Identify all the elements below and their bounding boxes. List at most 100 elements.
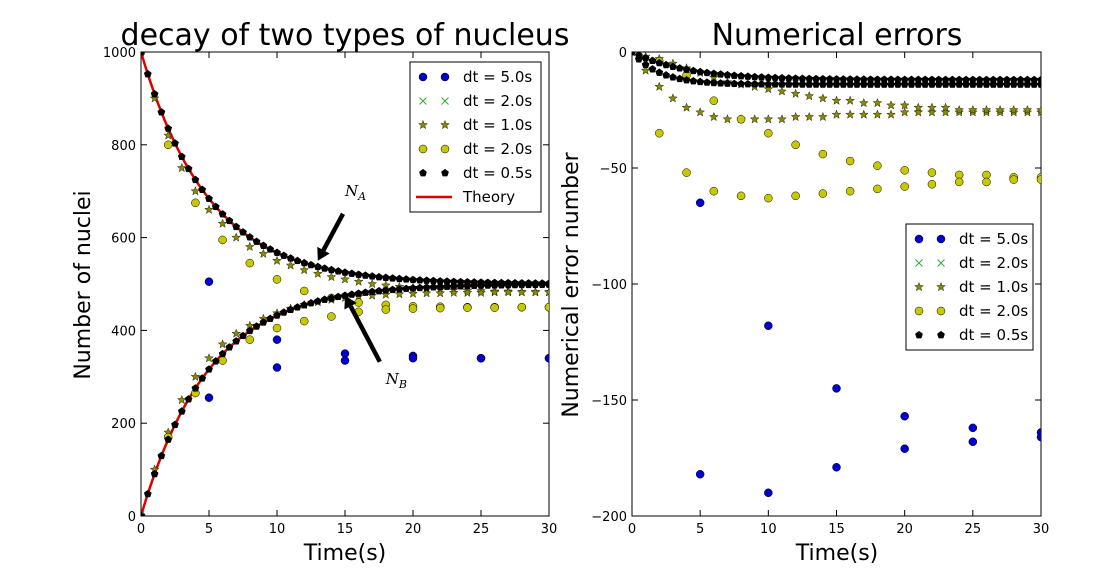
- data-point: [900, 182, 909, 191]
- data-point: [435, 303, 445, 313]
- data-point: [634, 55, 643, 63]
- data-point: [771, 80, 780, 88]
- data-point: [709, 78, 718, 87]
- data-point: [408, 304, 418, 313]
- data-point: [954, 104, 965, 115]
- data-point: [394, 289, 405, 299]
- data-point: [832, 463, 841, 472]
- data-point: [395, 274, 404, 283]
- data-point: [217, 218, 228, 228]
- data-point: [764, 128, 773, 138]
- data-point: [927, 102, 937, 112]
- data-point: [497, 281, 506, 289]
- data-point: [279, 251, 288, 259]
- data-point: [778, 73, 786, 82]
- data-point: [266, 245, 275, 253]
- data-point: [777, 114, 787, 124]
- y-tick-label: 400: [111, 324, 136, 339]
- data-point: [176, 394, 187, 405]
- data-point: [995, 104, 1005, 115]
- data-point: [749, 114, 760, 124]
- data-point: [886, 109, 896, 119]
- data-point: [941, 80, 950, 88]
- data-point: [225, 343, 234, 351]
- data-point: [218, 349, 227, 358]
- x-tick-label: 30: [541, 522, 558, 537]
- data-point: [737, 79, 745, 88]
- data-point: [217, 339, 228, 349]
- data-point: [832, 80, 841, 88]
- legend-marker: [937, 330, 945, 339]
- data-point: [1036, 175, 1041, 184]
- data-point: [456, 282, 465, 290]
- legend-marker: [936, 281, 946, 292]
- data-layer: [141, 52, 549, 516]
- data-point: [723, 79, 732, 87]
- data-point: [198, 185, 207, 193]
- data-point: [245, 326, 254, 335]
- data-point: [681, 102, 692, 112]
- data-point: [921, 80, 930, 88]
- data-point: [361, 288, 370, 296]
- data-point: [662, 71, 670, 79]
- data-point: [340, 356, 350, 365]
- data-point: [655, 68, 664, 76]
- data-point: [524, 280, 533, 289]
- legend-marker: [418, 119, 428, 130]
- data-point: [204, 393, 214, 402]
- data-point: [907, 80, 916, 88]
- data-point: [470, 281, 479, 290]
- data-point: [764, 73, 773, 81]
- data-point: [873, 161, 882, 170]
- data-point: [872, 97, 883, 108]
- x-tick-label: 25: [473, 522, 490, 537]
- data-point: [476, 353, 486, 363]
- data-point: [940, 102, 951, 112]
- data-point: [805, 80, 814, 88]
- data-point: [354, 270, 363, 278]
- data-point: [880, 80, 889, 88]
- data-point: [873, 80, 882, 88]
- data-point: [632, 52, 636, 56]
- data-point: [544, 302, 549, 312]
- data-point: [517, 280, 526, 289]
- data-point: [313, 297, 322, 305]
- data-point: [307, 260, 315, 269]
- y-tick-label: −150: [591, 394, 627, 409]
- data-point: [164, 435, 173, 443]
- legend-label: dt = 0.5s: [959, 326, 1028, 344]
- data-point: [900, 166, 909, 175]
- legend-marker: [419, 97, 427, 105]
- data-point: [1036, 104, 1041, 115]
- data-point: [818, 111, 828, 122]
- data-point: [981, 104, 992, 115]
- legend-label: dt = 0.5s: [463, 164, 532, 182]
- data-point: [831, 109, 842, 119]
- data-point: [476, 287, 486, 297]
- data-point: [530, 287, 541, 297]
- data-point: [804, 91, 815, 101]
- data-point: [409, 284, 417, 292]
- data-point: [463, 303, 472, 312]
- data-point: [340, 274, 350, 284]
- data-point: [989, 80, 998, 88]
- data-point: [300, 258, 309, 267]
- data-point: [722, 114, 733, 124]
- data-point: [225, 216, 234, 225]
- data-point: [299, 265, 310, 275]
- data-point: [449, 282, 458, 290]
- legend-marker: [440, 119, 450, 130]
- legend-marker: [936, 306, 946, 316]
- data-point: [204, 353, 214, 363]
- data-point: [818, 189, 828, 198]
- data-point: [477, 281, 485, 289]
- right-legend: dt = 5.0s dt = 2.0s dt = 1.0s dt = 2.0s dt =…: [905, 223, 1034, 351]
- data-point: [375, 272, 383, 281]
- data-point: [831, 95, 842, 105]
- data-point: [682, 168, 691, 177]
- data-point: [299, 316, 309, 326]
- data-point: [286, 254, 295, 262]
- y-tick-label: 1000: [103, 46, 136, 61]
- data-point: [763, 114, 774, 124]
- data-point: [367, 290, 378, 300]
